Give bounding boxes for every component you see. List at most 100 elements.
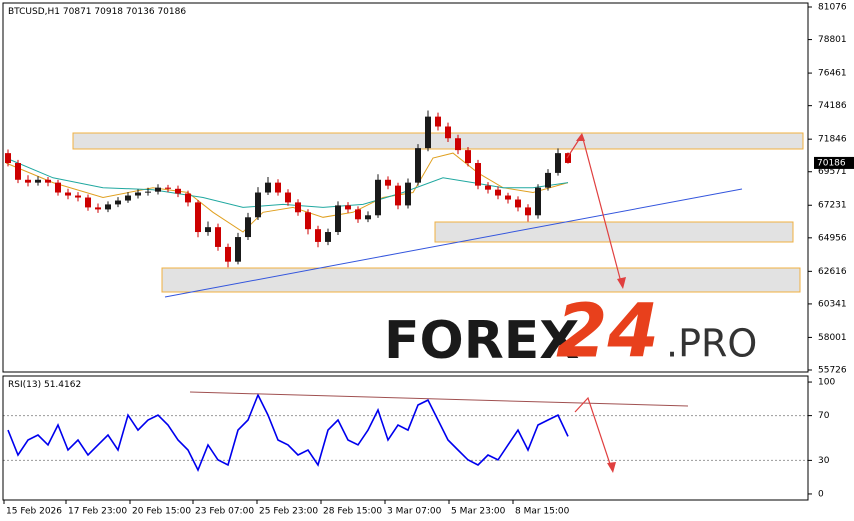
y-tick-label: 78801 <box>818 35 847 45</box>
candle-body <box>315 229 321 242</box>
candle-body <box>85 197 91 208</box>
candle-body <box>515 199 521 208</box>
candle-body <box>355 209 361 220</box>
drawings <box>164 133 743 473</box>
candle-body <box>345 205 351 210</box>
support-zone <box>434 221 794 243</box>
candle-body <box>415 148 421 183</box>
candle-body <box>185 193 191 203</box>
candle-body <box>55 182 61 193</box>
candle-body <box>265 182 271 193</box>
y-tick-label: 71846 <box>818 135 847 145</box>
quote-open: 70871 <box>63 7 92 17</box>
candle-body <box>145 191 151 193</box>
x-tick-label: 17 Feb 23:00 <box>68 507 127 517</box>
x-tick-label: 3 Mar 07:00 <box>387 507 442 517</box>
candle-body <box>425 116 431 149</box>
candle-body <box>105 204 111 210</box>
candle-body <box>165 187 171 189</box>
price-panel-frame <box>2 2 809 373</box>
x-tick-label: 25 Feb 23:00 <box>259 507 318 517</box>
candle-body <box>195 202 201 233</box>
y-tick-label: 81076 <box>818 2 847 12</box>
candle-body <box>25 179 31 183</box>
y-tick-label: 30 <box>818 456 830 466</box>
x-tick-label: 20 Feb 15:00 <box>132 507 191 517</box>
watermark-domain: .PRO <box>666 322 757 366</box>
rsi-trend-line <box>189 391 689 407</box>
y-tick-label: 60341 <box>818 299 847 309</box>
candle-body <box>125 195 131 201</box>
candle-body <box>405 182 411 206</box>
y-tick-label: 69571 <box>818 167 847 177</box>
rsi-title: RSI(13) <box>8 380 41 390</box>
candle-body <box>565 153 571 163</box>
y-tick-label: 74186 <box>818 101 847 111</box>
candle-body <box>225 246 231 262</box>
quote-high: 70918 <box>94 7 123 17</box>
rsi-header: RSI(13) 51.4162 <box>8 380 81 390</box>
moving-average <box>5 157 569 208</box>
candle-body <box>295 202 301 213</box>
candle-body <box>205 227 211 233</box>
candle-body <box>535 187 541 216</box>
y-tick-label: 0 <box>818 489 824 499</box>
candle-body <box>455 138 461 151</box>
rsi-panel-frame <box>2 375 809 501</box>
arrow-head <box>617 277 626 289</box>
candle-body <box>365 215 371 220</box>
watermark: FOREX 24 .PRO <box>384 289 757 375</box>
trend-line <box>164 188 743 298</box>
candle-body <box>305 212 311 230</box>
candle-body <box>35 179 41 183</box>
support-zone <box>161 267 801 293</box>
candle-body <box>45 179 51 183</box>
candle-body <box>135 192 141 196</box>
candle-body <box>335 205 341 233</box>
y-tick-label: 62616 <box>818 267 847 277</box>
x-tick-label: 8 Mar 15:00 <box>515 507 570 517</box>
candle-body <box>5 153 11 164</box>
candle-body <box>505 195 511 200</box>
candle-body <box>385 179 391 186</box>
candle-body <box>175 188 181 194</box>
current-price-box <box>814 156 854 169</box>
y-tick-label: 76461 <box>818 69 847 79</box>
candle-body <box>485 185 491 190</box>
quote-low: 70136 <box>126 7 155 17</box>
rsi-line <box>7 393 569 472</box>
candle-body <box>255 192 261 218</box>
candle-body <box>525 207 531 216</box>
candle-body <box>215 227 221 247</box>
candle-body <box>445 126 451 139</box>
watermark-number: 24 <box>556 289 659 375</box>
candle-body <box>395 185 401 206</box>
rsi-forecast-arrow <box>574 396 613 471</box>
y-tick-label: 100 <box>818 378 835 388</box>
x-tick-label: 15 Feb 2026 <box>6 507 62 517</box>
resistance-zone <box>72 132 804 150</box>
zones <box>72 132 804 293</box>
candle-body <box>555 153 561 173</box>
candle-body <box>465 150 471 164</box>
price-header: BTCUSD,H1 70871 70918 70136 70186 <box>8 7 186 17</box>
rsi-current: 51.4162 <box>44 380 81 390</box>
candle-body <box>495 189 501 196</box>
candle-body <box>275 182 281 193</box>
candle-body <box>325 232 331 242</box>
y-tick-label: 55726 <box>818 365 847 375</box>
candle-body <box>155 187 161 192</box>
candle-body <box>75 195 81 198</box>
current-price-label: 70186 <box>817 158 846 168</box>
arrow-head <box>607 462 616 473</box>
x-tick-label: 23 Feb 07:00 <box>195 507 254 517</box>
quote-close: 70186 <box>157 7 186 17</box>
candle-body <box>375 179 381 216</box>
arrow-head <box>576 133 585 141</box>
candle-body <box>95 207 101 210</box>
candle-body <box>235 237 241 262</box>
y-tick-label: 70 <box>818 411 830 421</box>
candle-body <box>285 192 291 203</box>
